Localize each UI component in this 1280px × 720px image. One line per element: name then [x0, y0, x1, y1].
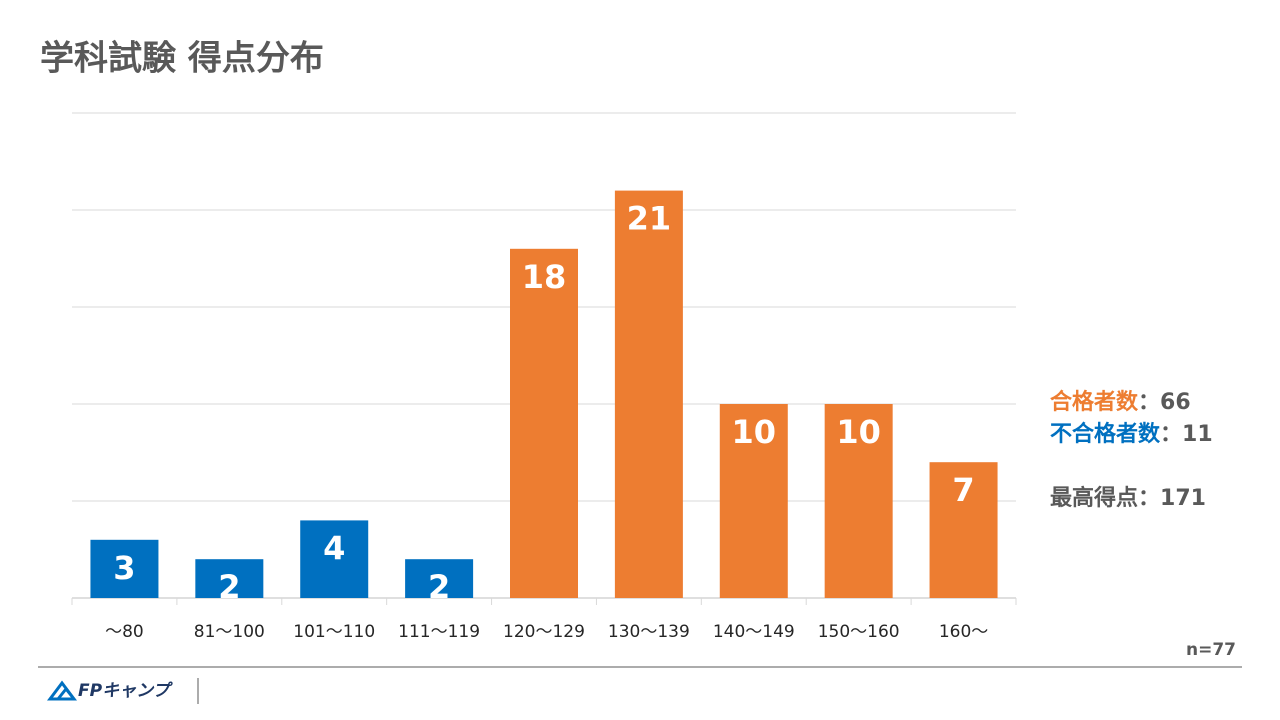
bar: [824, 404, 893, 598]
data-label: 10: [732, 413, 777, 451]
annotation-value: 11: [1182, 422, 1213, 447]
logo-text: FPキャンプ: [78, 681, 174, 701]
x-tick-label: 160～: [939, 622, 988, 642]
annotation-separator: ：: [1138, 486, 1160, 511]
annotation-value: 171: [1160, 486, 1206, 511]
bar: [614, 190, 683, 598]
x-tick-label: 111～119: [398, 622, 480, 642]
data-label: 10: [836, 413, 881, 451]
data-label: 21: [627, 200, 672, 238]
annotation-separator: ：: [1160, 422, 1182, 447]
data-label: 7: [952, 471, 974, 509]
annotation-label: 最高得点: [1050, 485, 1138, 511]
x-tick-label: 81～100: [194, 622, 265, 642]
data-label: 3: [113, 549, 135, 587]
annotation-separator: ：: [1138, 390, 1160, 415]
annotation: 最高得点：171: [1050, 485, 1206, 511]
bar: [929, 462, 998, 598]
x-tick-label: ～80: [105, 622, 144, 642]
bar: [90, 539, 159, 598]
chart-title: 学科試験 得点分布: [40, 39, 324, 79]
bar: [300, 520, 369, 598]
x-tick-label: 130～139: [608, 622, 690, 642]
logo-icon: [47, 680, 77, 701]
data-label: 2: [218, 568, 240, 606]
x-tick-label: 101～110: [293, 622, 375, 642]
data-label: 18: [522, 258, 567, 296]
data-label: 4: [323, 529, 345, 567]
annotation-label: 不合格者数: [1050, 421, 1161, 447]
x-tick-label: 150～160: [818, 622, 900, 642]
annotation-value: 66: [1160, 390, 1191, 415]
annotation-label: 合格者数: [1050, 389, 1139, 415]
bar: [719, 404, 788, 598]
x-tick-label: 120～129: [503, 622, 585, 642]
annotation: 不合格者数：11: [1050, 421, 1213, 447]
sample-note: n=77: [1186, 640, 1236, 660]
bar: [195, 559, 264, 598]
annotation: 合格者数：66: [1050, 389, 1191, 415]
bar: [405, 559, 474, 598]
x-tick-label: 140～149: [713, 622, 795, 642]
bar: [510, 248, 578, 599]
data-label: 2: [428, 568, 450, 606]
